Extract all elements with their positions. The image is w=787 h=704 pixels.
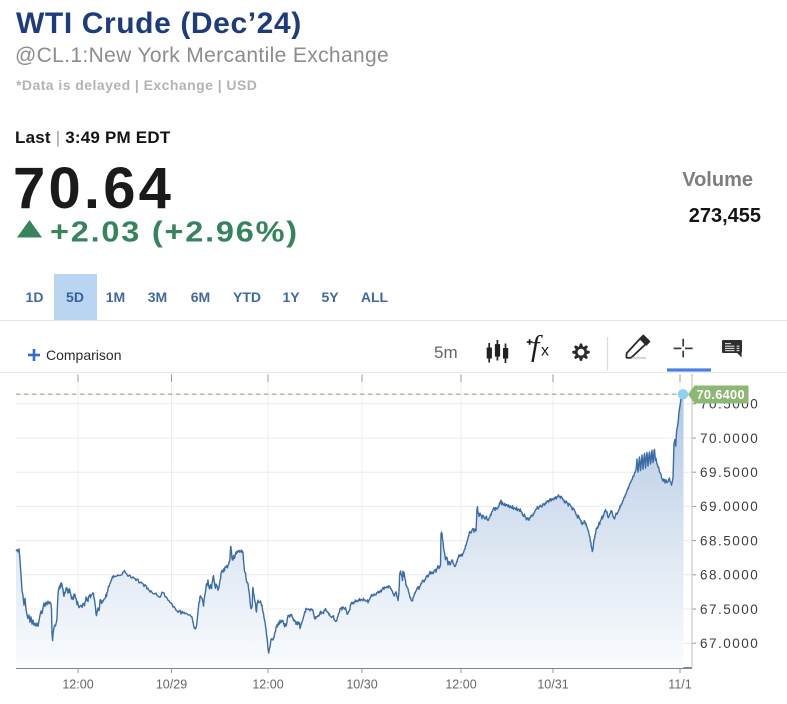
svg-text:68.5000: 68.5000	[700, 533, 759, 548]
svg-text:70.6400: 70.6400	[697, 387, 745, 402]
svg-text:69.0000: 69.0000	[700, 499, 759, 514]
svg-text:+2.03 (+2.96%): +2.03 (+2.96%)	[50, 218, 299, 248]
svg-text:10/31: 10/31	[537, 678, 568, 692]
svg-text:x: x	[541, 343, 549, 360]
svg-text:10/29: 10/29	[156, 678, 187, 692]
svg-text:11/1: 11/1	[668, 678, 691, 692]
svg-text:Comparison: Comparison	[46, 347, 121, 363]
svg-text:12:00: 12:00	[252, 678, 283, 692]
svg-text:70.0000: 70.0000	[700, 431, 759, 446]
svg-text:5m: 5m	[434, 343, 458, 362]
svg-text:10/30: 10/30	[346, 678, 377, 692]
svg-text:69.5000: 69.5000	[700, 465, 759, 480]
svg-text:12:00: 12:00	[62, 678, 93, 692]
svg-text:68.0000: 68.0000	[700, 568, 759, 583]
svg-text:67.0000: 67.0000	[700, 636, 759, 651]
svg-text:12:00: 12:00	[445, 678, 476, 692]
svg-text:67.5000: 67.5000	[700, 602, 759, 617]
